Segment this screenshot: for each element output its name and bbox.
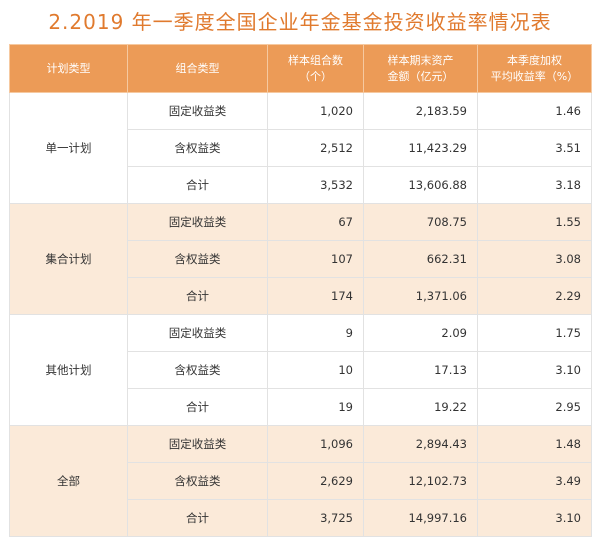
combo-type-cell: 含权益类 xyxy=(127,129,268,167)
combo-type-cell: 合计 xyxy=(127,277,268,315)
header-return-line1: 本季度加权 xyxy=(507,53,562,67)
return-rate-cell: 3.49 xyxy=(477,462,592,500)
table-header-row: 计划类型 组合类型 样本组合数 （个） 样本期末资产 金额（亿元） 本季度加权平均收… xyxy=(9,44,592,93)
assets-cell: 708.75 xyxy=(363,203,478,241)
header-sample-count-line1: 样本组合数 xyxy=(288,53,343,67)
combo-type-cell: 合计 xyxy=(127,388,268,426)
sample-count-cell: 3,532 xyxy=(267,166,364,204)
return-rate-cell: 3.10 xyxy=(477,351,592,389)
assets-cell: 2,894.43 xyxy=(363,425,478,463)
table-row: 合计 3,725 14,997.16 3.10 xyxy=(10,499,592,537)
sample-count-cell: 2,629 xyxy=(267,462,364,500)
combo-type-cell: 含权益类 xyxy=(127,240,268,278)
assets-cell: 11,423.29 xyxy=(363,129,478,167)
return-rate-cell: 3.08 xyxy=(477,240,592,278)
assets-cell: 13,606.88 xyxy=(363,166,478,204)
combo-type-cell: 合计 xyxy=(127,499,268,537)
return-rate-cell: 3.18 xyxy=(477,166,592,204)
sample-count-cell: 19 xyxy=(267,388,364,426)
returns-table: 计划类型 组合类型 样本组合数 （个） 样本期末资产 金额（亿元） 本季度加权平均收… xyxy=(9,44,592,537)
header-plan-type: 计划类型 xyxy=(9,44,128,93)
header-sample-count-line2: （个） xyxy=(299,69,332,83)
page-title: 2.2019 年一季度全国企业年金基金投资收益率情况表 xyxy=(48,10,552,34)
plan-group-label: 其他计划 xyxy=(9,314,128,426)
assets-cell: 2,183.59 xyxy=(363,92,478,130)
header-assets: 样本期末资产 金额（亿元） xyxy=(363,44,478,93)
table-row: 集合计划 固定收益类 67 708.75 1.55 xyxy=(9,203,592,315)
sample-count-cell: 1,096 xyxy=(267,425,364,463)
assets-cell: 19.22 xyxy=(363,388,478,426)
return-rate-cell: 2.95 xyxy=(477,388,592,426)
sample-count-cell: 9 xyxy=(267,314,364,352)
table-row: 单一计划 固定收益类 1,020 2,183.59 1.46 xyxy=(9,92,592,204)
sample-count-cell: 3,725 xyxy=(267,499,364,537)
assets-cell: 14,997.16 xyxy=(363,499,478,537)
return-rate-cell: 1.55 xyxy=(477,203,592,241)
header-return-rate: 本季度加权平均收益率（%） xyxy=(477,44,592,93)
header-return-line2: 平均收益率（%） xyxy=(490,69,579,83)
assets-cell: 662.31 xyxy=(363,240,478,278)
table-row: 含权益类 2,629 12,102.73 3.49 xyxy=(10,462,592,500)
header-assets-line2: 金额（亿元） xyxy=(387,69,454,83)
sample-count-cell: 174 xyxy=(267,277,364,315)
assets-cell: 1,371.06 xyxy=(363,277,478,315)
return-rate-cell: 1.75 xyxy=(477,314,592,352)
plan-group-label: 集合计划 xyxy=(9,203,128,315)
combo-type-cell: 含权益类 xyxy=(127,351,268,389)
combo-type-cell: 固定收益类 xyxy=(127,425,268,463)
sample-count-cell: 67 xyxy=(267,203,364,241)
sample-count-cell: 1,020 xyxy=(267,92,364,130)
table-row: 含权益类 10 17.13 3.10 xyxy=(10,351,592,389)
combo-type-cell: 固定收益类 xyxy=(127,203,268,241)
assets-cell: 2.09 xyxy=(363,314,478,352)
plan-group-label: 单一计划 xyxy=(9,92,128,204)
combo-type-cell: 固定收益类 xyxy=(127,314,268,352)
return-rate-cell: 1.46 xyxy=(477,92,592,130)
table-row: 其他计划 固定收益类 9 2.09 1.75 xyxy=(9,314,592,426)
sample-count-cell: 10 xyxy=(267,351,364,389)
sample-count-cell: 2,512 xyxy=(267,129,364,167)
combo-type-cell: 固定收益类 xyxy=(127,92,268,130)
header-sample-count: 样本组合数 （个） xyxy=(267,44,364,93)
assets-cell: 12,102.73 xyxy=(363,462,478,500)
table-row: 合计 3,532 13,606.88 3.18 xyxy=(10,166,592,204)
table-row: 含权益类 2,512 11,423.29 3.51 xyxy=(10,129,592,167)
table-row: 合计 174 1,371.06 2.29 xyxy=(10,277,592,315)
assets-cell: 17.13 xyxy=(363,351,478,389)
return-rate-cell: 1.48 xyxy=(477,425,592,463)
return-rate-cell: 2.29 xyxy=(477,277,592,315)
combo-type-cell: 含权益类 xyxy=(127,462,268,500)
header-combo-type: 组合类型 xyxy=(127,44,268,93)
table-row: 含权益类 107 662.31 3.08 xyxy=(10,240,592,278)
header-assets-line1: 样本期末资产 xyxy=(387,53,454,67)
return-rate-cell: 3.51 xyxy=(477,129,592,167)
table-row: 全部 固定收益类 1,096 2,894.43 1.48 xyxy=(9,425,592,537)
return-rate-cell: 3.10 xyxy=(477,499,592,537)
table-row: 合计 19 19.22 2.95 xyxy=(10,388,592,426)
sample-count-cell: 107 xyxy=(267,240,364,278)
combo-type-cell: 合计 xyxy=(127,166,268,204)
plan-group-label: 全部 xyxy=(9,425,128,537)
